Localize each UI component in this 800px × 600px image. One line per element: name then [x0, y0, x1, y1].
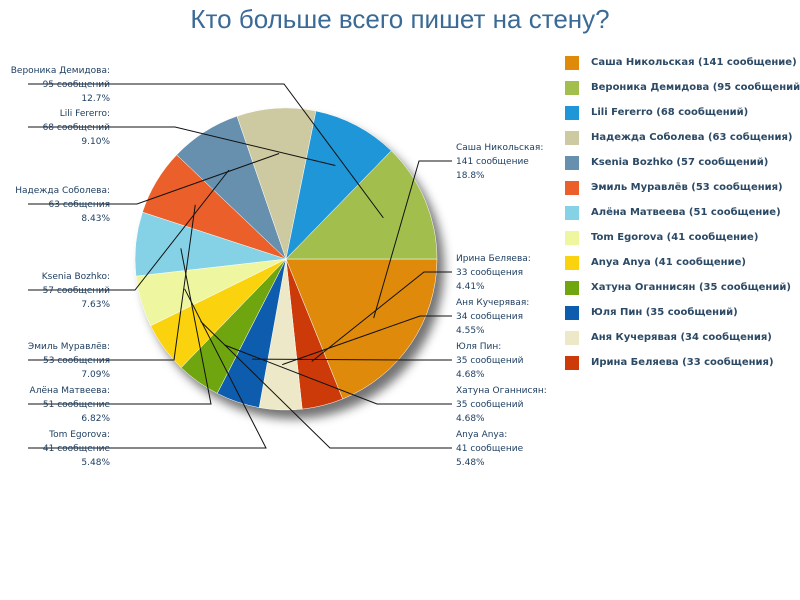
leader-line-хатуна-оганнисян: [224, 344, 452, 405]
leader-line-юля-пин: [252, 358, 452, 361]
legend-swatch: [565, 130, 579, 145]
data-label-name: Anya Anya:: [456, 430, 507, 440]
data-label-percent: 12.7%: [81, 94, 110, 104]
leader-line-эмиль-муравлёв: [28, 204, 196, 361]
legend-item: Надежда Соболева (63 собщения): [565, 125, 795, 150]
legend-swatch: [565, 205, 579, 220]
legend-label: Lili Fererro (68 сообщений): [591, 107, 749, 118]
legend-item: Ирина Беляева (33 сообщения): [565, 350, 795, 375]
legend-label: Ksenia Bozhko (57 сообщений): [591, 157, 769, 168]
leader-line-tom-egorova: [28, 288, 267, 449]
chart-title: Кто больше всего пишет на стену?: [190, 4, 610, 34]
legend-label: Tom Egorova (41 сообщение): [591, 232, 759, 243]
chart-legend: Саша Никольская (141 сообщение) Вероника …: [565, 50, 800, 375]
data-label-name: Аня Кучерявая:: [456, 298, 529, 308]
legend-item: Саша Никольская (141 сообщение): [565, 50, 797, 75]
data-label-name: Вероника Демидова:: [11, 66, 110, 76]
data-label-count: 41 сообщение: [43, 444, 111, 454]
data-label-count: 41 сообщение: [456, 444, 524, 454]
legend-swatch: [565, 305, 579, 320]
legend-swatch: [565, 80, 579, 95]
data-label-percent: 8.43%: [81, 214, 110, 224]
leader-line-саша-никольская: [373, 160, 452, 319]
legend-item: Ksenia Bozhko (57 сообщений): [565, 150, 795, 175]
legend-item: Эмиль Муравлёв (53 сообщения): [565, 175, 795, 200]
data-label-percent: 7.09%: [81, 370, 110, 380]
leader-line-аня-кучерявая: [282, 315, 452, 366]
pie-slice-саша-никольская: [285, 258, 438, 400]
data-label-percent: 4.68%: [456, 414, 485, 424]
legend-label: Саша Никольская (141 сообщение): [591, 57, 797, 68]
legend-swatch: [565, 355, 579, 370]
data-label-count: 35 сообщений: [456, 400, 524, 410]
data-label-name: Эмиль Муравлёв:: [28, 342, 110, 352]
legend-label: Алёна Матвеева (51 сообщение): [591, 207, 781, 218]
data-label-count: 63 собщения: [49, 200, 110, 210]
legend-swatch: [565, 155, 579, 170]
leader-line-lili-fererro: [28, 126, 336, 167]
data-label-percent: 4.41%: [456, 282, 485, 292]
legend-item: Алёна Матвеева (51 сообщение): [565, 200, 795, 225]
legend-swatch: [565, 330, 579, 345]
legend-item: Lili Fererro (68 сообщений): [565, 100, 795, 125]
legend-label: Хатуна Оганнисян (35 сообщений): [591, 282, 791, 293]
leader-line-anya-anya: [200, 320, 452, 449]
legend-label: Надежда Соболева (63 собщения): [591, 132, 793, 143]
leader-line-алёна-матвеева: [28, 248, 212, 405]
legend-item: Юля Пин (35 сообщений): [565, 300, 795, 325]
legend-label: Юля Пин (35 сообщений): [591, 307, 738, 318]
legend-item: Вероника Демидова (95 сообщений): [565, 75, 800, 100]
legend-swatch: [565, 55, 579, 70]
data-label-count: 53 сообщения: [43, 356, 110, 366]
legend-swatch: [565, 180, 579, 195]
pie-slice-вероника-демидова: [285, 150, 438, 260]
data-label-name: Tom Egorova:: [48, 430, 110, 440]
data-label-name: Алёна Матвеева:: [30, 386, 110, 396]
data-label-percent: 9.10%: [81, 137, 110, 147]
data-label-percent: 7.63%: [81, 300, 110, 310]
data-label-name: Ksenia Bozhko:: [42, 272, 110, 282]
legend-swatch: [565, 230, 579, 245]
data-label-percent: 4.68%: [456, 370, 485, 380]
data-label-count: 51 сообщение: [43, 400, 111, 410]
data-label-count: 95 сообщений: [43, 80, 111, 90]
data-label-percent: 4.55%: [456, 326, 485, 336]
data-label-percent: 18.8%: [456, 171, 485, 181]
data-label-name: Хатуна Оганнисян:: [456, 386, 547, 396]
leader-line-вероника-демидова: [28, 83, 384, 219]
data-label-name: Lili Fererro:: [60, 109, 110, 119]
data-label-name: Надежда Соболева:: [15, 186, 110, 196]
data-label-count: 33 сообщения: [456, 268, 523, 278]
legend-swatch: [565, 105, 579, 120]
legend-swatch: [565, 280, 579, 295]
leader-line-ksenia-bozhko: [28, 169, 230, 291]
legend-item: Anya Anya (41 сообщение): [565, 250, 795, 275]
data-label-percent: 5.48%: [81, 458, 110, 468]
data-label-count: 34 сообщения: [456, 312, 523, 322]
legend-item: Tom Egorova (41 сообщение): [565, 225, 795, 250]
data-label-percent: 5.48%: [456, 458, 485, 468]
data-label-count: 35 сообщений: [456, 356, 524, 366]
legend-label: Вероника Демидова (95 сообщений): [591, 82, 800, 93]
data-label-count: 68 сообщений: [43, 123, 111, 133]
pie-slice-lili-fererro: [285, 110, 392, 260]
legend-swatch: [565, 255, 579, 270]
legend-label: Аня Кучерявая (34 сообщения): [591, 332, 772, 343]
data-label-percent: 6.82%: [81, 414, 110, 424]
data-label-name: Ирина Беляева:: [456, 254, 531, 264]
data-label-name: Саша Никольская:: [456, 143, 543, 153]
leader-line-надежда-соболева: [28, 153, 280, 205]
data-label-count: 141 сообщение: [456, 157, 529, 167]
legend-label: Эмиль Муравлёв (53 сообщения): [591, 182, 783, 193]
leader-line-ирина-беляева: [311, 271, 452, 362]
data-label-count: 57 сообщений: [43, 286, 111, 296]
legend-item: Аня Кучерявая (34 сообщения): [565, 325, 795, 350]
legend-label: Anya Anya (41 сообщение): [591, 257, 746, 268]
legend-label: Ирина Беляева (33 сообщения): [591, 357, 774, 368]
legend-item: Хатуна Оганнисян (35 сообщений): [565, 275, 795, 300]
data-label-name: Юля Пин:: [456, 342, 501, 352]
